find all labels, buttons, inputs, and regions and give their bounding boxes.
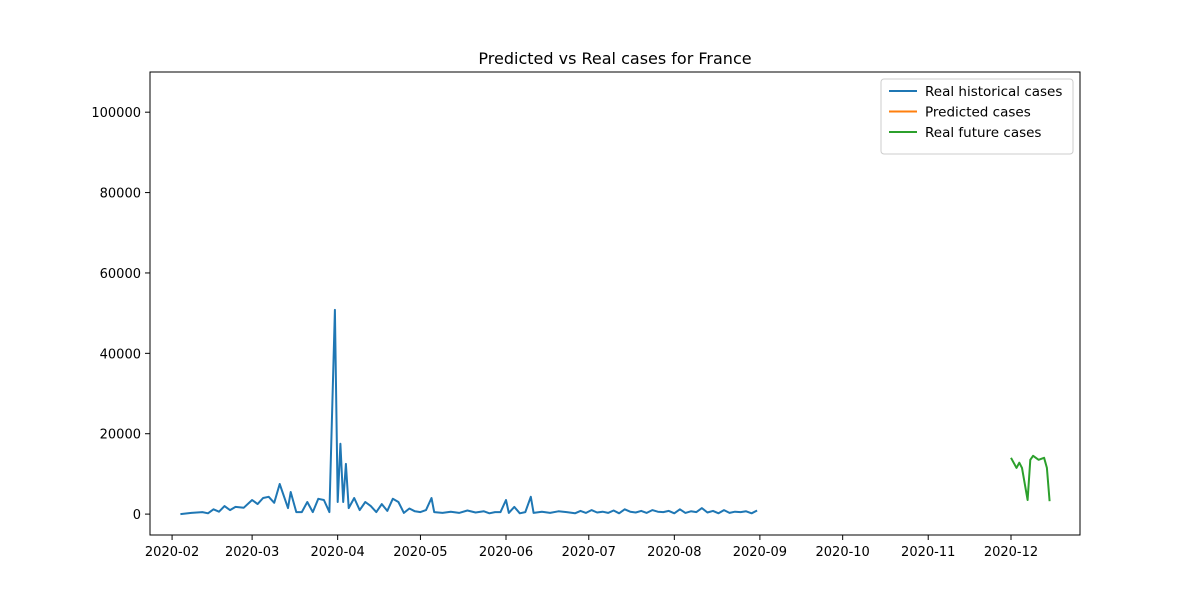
x-tick-label-4: 2020-06 <box>479 545 533 560</box>
y-tick-label-0: 0 <box>133 508 141 523</box>
legend-label-0: Real historical cases <box>925 84 1062 100</box>
legend-label-2: Real future cases <box>925 125 1041 141</box>
plot-area <box>180 308 1051 516</box>
legend-label-1: Predicted cases <box>925 105 1031 121</box>
x-tick-label-0: 2020-02 <box>145 545 199 560</box>
y-tick-label-3: 60000 <box>100 267 141 282</box>
series-line-0 <box>180 308 758 516</box>
legend: Real historical cases Predicted cases Real… <box>880 78 1074 155</box>
y-tick-label-4: 80000 <box>100 187 141 202</box>
legend-box <box>880 78 1074 155</box>
x-tick-label-8: 2020-10 <box>816 545 870 560</box>
axes: 2020-02 2020-03 2020-04 2020-05 2020-06 2020-… <box>91 71 1081 560</box>
x-tick-label-3: 2020-05 <box>393 545 447 560</box>
y-tick-label-2: 40000 <box>100 347 141 362</box>
x-tick-label-2: 2020-04 <box>310 545 364 560</box>
x-tick-label-9: 2020-11 <box>901 545 955 560</box>
x-tick-label-7: 2020-09 <box>733 545 787 560</box>
x-tick-label-1: 2020-03 <box>225 545 279 560</box>
chart-title: Predicted vs Real cases for France <box>478 49 751 68</box>
y-tick-label-5: 100000 <box>91 106 141 121</box>
series-line-2 <box>1010 454 1051 502</box>
x-tick-label-5: 2020-07 <box>562 545 616 560</box>
x-tick-label-6: 2020-08 <box>647 545 701 560</box>
axes-frame <box>149 71 1081 536</box>
x-tick-label-10: 2020-12 <box>984 545 1038 560</box>
y-tick-label-1: 20000 <box>100 428 141 443</box>
